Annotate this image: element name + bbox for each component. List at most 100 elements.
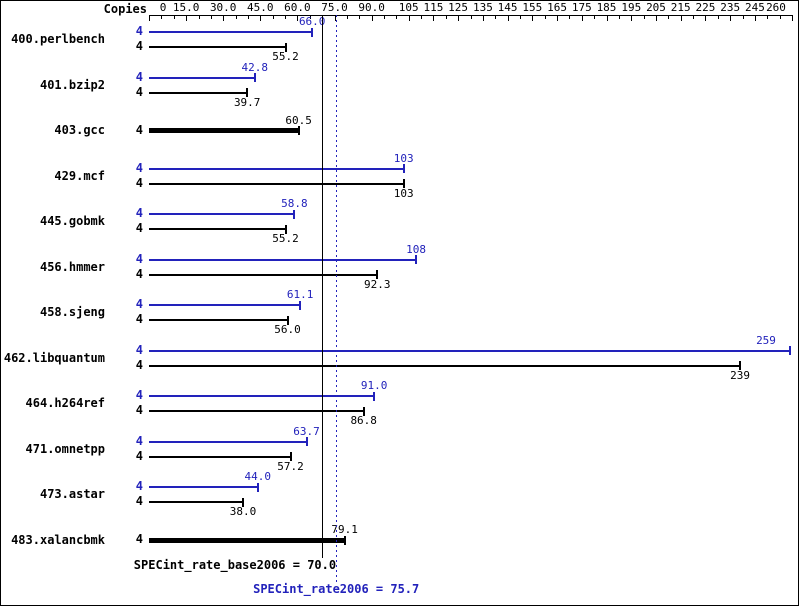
- x-axis-minor-tick: [717, 15, 719, 19]
- bar-value-label: 39.7: [233, 95, 261, 109]
- x-axis-tick-label: 135: [472, 1, 493, 14]
- x-axis-minor-tick: [767, 15, 769, 19]
- bar: [149, 228, 286, 230]
- bar-value-label: 55.2: [272, 50, 299, 63]
- bar-end-tick: [253, 73, 256, 82]
- bar: [149, 349, 790, 352]
- x-axis-minor-tick: [618, 15, 620, 19]
- x-axis-minor-tick: [309, 15, 311, 19]
- bar: [149, 486, 258, 488]
- x-axis-major-tick: [557, 15, 559, 21]
- x-axis-tick-label: 205: [646, 1, 666, 14]
- copies-value: 4: [135, 24, 143, 38]
- bar-end-tick: [343, 535, 346, 545]
- bar: [149, 46, 286, 48]
- x-axis-minor-tick: [198, 15, 200, 19]
- x-axis-minor-tick: [272, 15, 274, 19]
- copies-value: 4: [135, 312, 143, 326]
- bar: [149, 410, 364, 412]
- bar-value-label: 108: [406, 242, 427, 256]
- x-axis-tick-label: 125: [448, 1, 469, 14]
- copies-value: 4: [135, 479, 143, 493]
- bar-end-tick: [376, 270, 379, 279]
- benchmark-label: 400.perlbench: [11, 32, 105, 46]
- copies-value: 4: [135, 297, 143, 311]
- copies-value: 4: [135, 357, 143, 372]
- copies-value: 4: [135, 532, 143, 546]
- bar-end-tick: [402, 164, 405, 173]
- x-axis-tick-label: 245: [744, 1, 765, 14]
- bar-end-tick: [415, 255, 418, 264]
- bar-value-label: 61.1: [286, 288, 314, 301]
- x-axis-minor-tick: [569, 15, 571, 19]
- benchmark-label: 456.hmmer: [39, 259, 105, 274]
- bar: [149, 128, 299, 133]
- copies-value: 4: [135, 175, 143, 190]
- bar-value-label: 38.0: [229, 505, 257, 518]
- bar-value-label: 63.7: [293, 424, 320, 438]
- bar-value-label: 57.2: [277, 459, 304, 473]
- x-axis-major-tick: [408, 15, 410, 21]
- bar-end-tick: [246, 88, 249, 97]
- x-axis-minor-tick: [693, 15, 695, 19]
- x-axis-tick-label: 260: [766, 1, 786, 14]
- bar: [149, 455, 291, 458]
- bar-end-tick: [284, 224, 287, 234]
- bar-value-label: 259: [756, 333, 776, 347]
- x-axis-major-tick: [223, 15, 225, 21]
- bar-value-label: 44.0: [244, 470, 272, 483]
- copies-value: 4: [135, 433, 143, 448]
- copies-value: 4: [135, 342, 143, 357]
- benchmark-label: 473.astar: [39, 487, 105, 501]
- benchmark-label: 445.gobmk: [39, 214, 105, 228]
- x-axis-major-tick: [792, 15, 793, 21]
- benchmark-label: 464.h264ref: [25, 396, 105, 410]
- x-axis-minor-tick: [742, 15, 744, 19]
- x-axis-major-tick: [656, 15, 657, 21]
- x-axis-major-tick: [260, 15, 262, 21]
- bar-value-label: 79.1: [331, 523, 358, 536]
- x-axis-minor-tick: [383, 15, 385, 19]
- x-axis-tick-label: 45.0: [247, 1, 274, 14]
- mean-line-base: [322, 15, 324, 558]
- bar: [149, 167, 404, 170]
- mean-label-base: SPECint_rate_base2006 = 70.0: [133, 558, 337, 572]
- copies-value: 4: [135, 494, 143, 508]
- x-axis-tick-label: 225: [695, 1, 716, 14]
- bar-end-tick: [362, 406, 365, 416]
- benchmark-label: 401.bzip2: [39, 77, 105, 92]
- mean-label-peak: SPECint_rate2006 = 75.7: [253, 582, 420, 596]
- x-axis-minor-tick: [445, 15, 447, 19]
- copies-value: 4: [135, 206, 143, 220]
- bar-value-label: 86.8: [350, 414, 377, 427]
- mean-line-peak: [336, 15, 338, 582]
- benchmark-label: 462.libquantum: [3, 350, 105, 365]
- x-axis-tick-label: 75.0: [321, 1, 348, 14]
- bar: [149, 395, 375, 397]
- x-axis-major-tick: [433, 15, 435, 21]
- benchmark-label: 458.sjeng: [39, 305, 105, 319]
- bar-value-label: 56.0: [274, 323, 301, 336]
- bar-end-tick: [788, 346, 791, 355]
- x-axis-minor-tick: [210, 15, 212, 19]
- x-axis-major-tick: [371, 15, 373, 21]
- bar-end-tick: [402, 179, 405, 188]
- bar: [149, 501, 243, 503]
- x-axis-minor-tick: [544, 15, 546, 19]
- bar-end-tick: [293, 209, 296, 219]
- x-axis-major-tick: [334, 15, 336, 21]
- x-axis-minor-tick: [247, 15, 249, 19]
- x-axis-minor-tick: [668, 15, 670, 19]
- bar: [149, 76, 255, 79]
- x-axis-tick-label: 145: [497, 1, 518, 14]
- x-axis-tick-label: 185: [596, 1, 617, 14]
- bar: [149, 364, 741, 367]
- x-axis-minor-tick: [470, 15, 472, 19]
- copies-value: 4: [135, 448, 143, 463]
- x-axis-major-tick: [186, 15, 188, 21]
- bar: [149, 440, 307, 443]
- bar: [149, 91, 248, 94]
- x-axis-tick-label: 105: [398, 1, 419, 14]
- bar-end-tick: [256, 482, 259, 492]
- bar-value-label: 91.0: [360, 379, 388, 392]
